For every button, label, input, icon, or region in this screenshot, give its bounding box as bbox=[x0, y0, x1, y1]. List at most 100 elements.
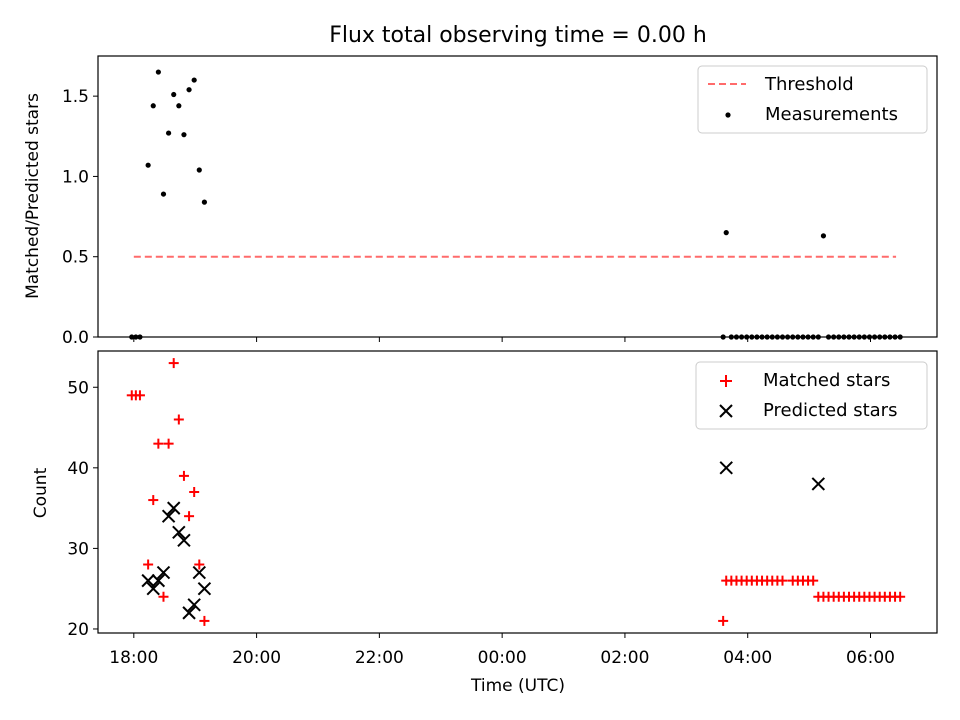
legend-measurements-label: Measurements bbox=[765, 104, 898, 125]
predicted-star-point bbox=[146, 581, 160, 596]
bottom-y-tick-label: 50 bbox=[67, 378, 89, 398]
bottom-axes-frame bbox=[97, 350, 938, 634]
measurement-point bbox=[176, 103, 182, 109]
top-y-tick-label: 1.0 bbox=[62, 167, 89, 187]
measurement-point bbox=[155, 69, 161, 75]
top-y-axis-label: Matched/Predicted stars bbox=[23, 93, 43, 299]
top-y-tick-label: 1.5 bbox=[62, 87, 89, 107]
measurement-point bbox=[810, 334, 816, 340]
measurement-point bbox=[866, 334, 873, 340]
top-plot-area: 0.0 0.5 1.0 1.5 bbox=[62, 55, 938, 348]
measurement-point bbox=[744, 334, 750, 340]
x-tick-label: 00:00 bbox=[478, 648, 527, 668]
measurement-point bbox=[769, 334, 775, 340]
measurement-point bbox=[160, 191, 167, 197]
predicted-star-point bbox=[192, 565, 207, 580]
chart-title: Flux total observing time = 0.00 h bbox=[329, 23, 707, 48]
measurement-point bbox=[150, 103, 156, 109]
measurement-point bbox=[191, 77, 197, 83]
measurement-point bbox=[892, 334, 898, 340]
matched-star-point bbox=[808, 575, 819, 586]
predicted-star-point bbox=[167, 501, 181, 515]
x-tick-label: 02:00 bbox=[600, 648, 649, 668]
x-tick-label: 06:00 bbox=[846, 648, 895, 668]
measurement-point bbox=[779, 334, 786, 340]
predicted-star-point bbox=[172, 525, 186, 539]
measurement-point bbox=[861, 334, 867, 340]
matched-star-point bbox=[163, 438, 174, 449]
measurement-point bbox=[774, 334, 780, 340]
measurement-point bbox=[846, 334, 852, 340]
x-axis-label: Time (UTC) bbox=[470, 676, 565, 696]
matched-star-point bbox=[895, 591, 906, 602]
measurement-point bbox=[790, 334, 796, 340]
matched-star-point bbox=[199, 615, 210, 626]
measurement-point bbox=[800, 334, 806, 340]
measurement-point bbox=[882, 334, 888, 340]
measurement-point bbox=[831, 334, 837, 340]
bottom-y-tick-label: 20 bbox=[67, 620, 89, 640]
legend-predicted-marker bbox=[719, 404, 733, 418]
measurement-point bbox=[759, 334, 765, 340]
measurement-point bbox=[133, 334, 139, 340]
matched-star-point bbox=[158, 591, 169, 602]
measurement-point bbox=[145, 162, 151, 168]
measurement-point bbox=[841, 334, 847, 340]
bottom-series-matched-stars bbox=[126, 358, 906, 626]
predicted-star-point bbox=[719, 461, 733, 475]
bottom-y-tick-label: 40 bbox=[67, 459, 89, 479]
bottom-legend: Matched stars Predicted stars bbox=[695, 361, 928, 430]
matched-star-point bbox=[173, 414, 184, 425]
measurement-point bbox=[871, 334, 878, 340]
predicted-star-point bbox=[197, 581, 212, 596]
measurement-point bbox=[836, 334, 842, 340]
matched-star-point bbox=[134, 390, 145, 401]
measurement-point bbox=[815, 334, 821, 340]
measurement-point bbox=[887, 334, 893, 340]
top-axes-frame bbox=[97, 55, 938, 338]
top-legend-box bbox=[697, 65, 928, 134]
matched-star-point bbox=[718, 615, 729, 626]
bottom-legend-box bbox=[695, 361, 928, 430]
top-y-tick-label: 0.0 bbox=[62, 328, 89, 348]
matched-star-point bbox=[184, 511, 195, 522]
measurement-point bbox=[201, 199, 208, 205]
matched-star-point bbox=[168, 358, 179, 369]
bottom-panel: Count 18:00 20:00 22:00 00:00 02:00 04:00 06:0… bbox=[31, 350, 938, 668]
top-y-tick-label: 0.5 bbox=[62, 248, 89, 268]
matched-star-point bbox=[148, 495, 159, 506]
measurement-point bbox=[764, 334, 770, 340]
bottom-plot-area: 18:00 20:00 22:00 00:00 02:00 04:00 06:00 20 30 4… bbox=[67, 350, 938, 668]
measurement-point bbox=[137, 334, 143, 340]
measurement-point bbox=[129, 334, 135, 340]
measurement-point bbox=[795, 334, 801, 340]
matched-star-point bbox=[178, 470, 189, 481]
bottom-y-axis-label: Count bbox=[31, 467, 51, 518]
bottom-series-predicted-stars bbox=[141, 461, 826, 620]
matched-star-point bbox=[153, 438, 164, 449]
predicted-star-point bbox=[151, 573, 166, 588]
predicted-star-point bbox=[811, 477, 826, 491]
bottom-y-tick-label: 30 bbox=[67, 539, 89, 559]
measurement-point bbox=[733, 334, 740, 340]
top-panel: Matched/Predicted stars 0.0 0.5 1.0 1.5 bbox=[23, 55, 938, 348]
measurement-point bbox=[181, 132, 187, 138]
measurement-point bbox=[754, 334, 760, 340]
predicted-star-point bbox=[141, 573, 155, 588]
measurement-point bbox=[805, 334, 811, 340]
measurement-point bbox=[820, 233, 827, 239]
matched-star-point bbox=[194, 559, 205, 570]
measurement-point bbox=[171, 91, 177, 98]
measurement-point bbox=[723, 230, 729, 236]
measurement-point bbox=[851, 334, 857, 340]
x-tick-label: 22:00 bbox=[355, 648, 404, 668]
predicted-star-point bbox=[182, 606, 196, 620]
measurement-point bbox=[877, 334, 883, 340]
top-series-measurements bbox=[129, 69, 903, 340]
x-tick-label: 04:00 bbox=[723, 648, 772, 668]
matched-star-point bbox=[143, 559, 154, 570]
measurement-point bbox=[897, 334, 903, 340]
predicted-star-point bbox=[156, 565, 171, 580]
measurement-point bbox=[728, 334, 734, 340]
